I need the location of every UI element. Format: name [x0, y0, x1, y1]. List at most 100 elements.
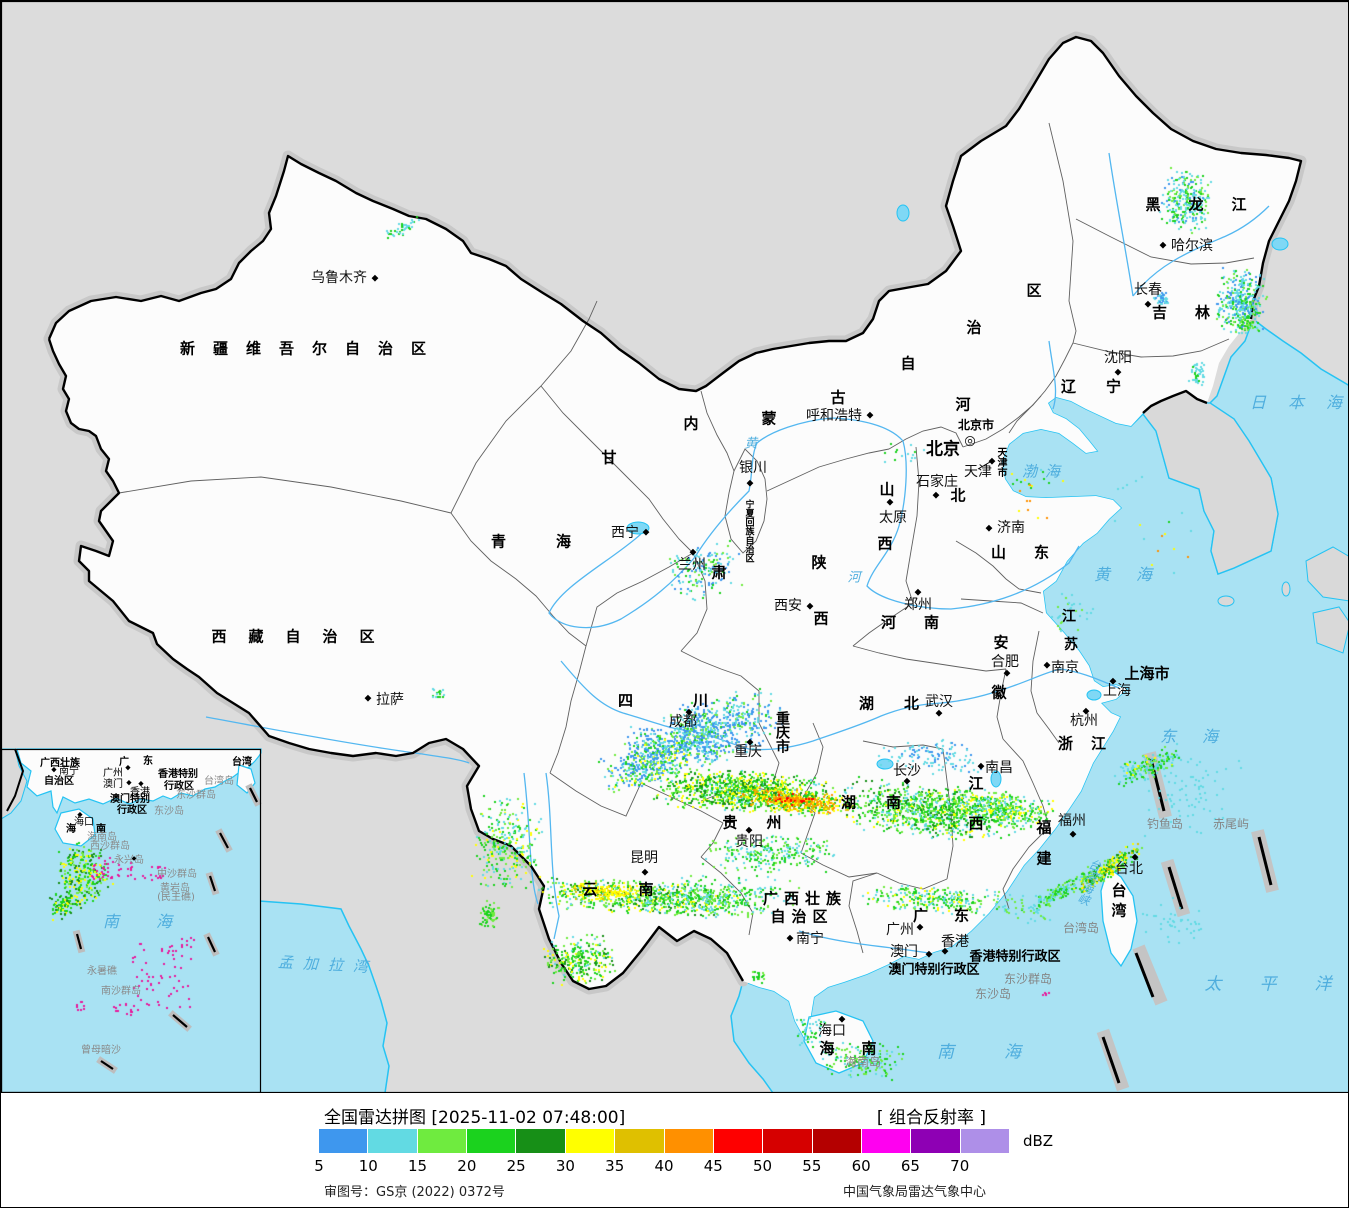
- inset-island-label: 南沙群岛: [101, 986, 141, 997]
- sea-label: 东海: [1159, 727, 1245, 746]
- legend-color-cell: [960, 1129, 1010, 1153]
- province-label: 湖北: [858, 694, 950, 713]
- city-marker-icon: ◆: [1003, 668, 1011, 679]
- radar-echo-layer: [1, 1, 1348, 1093]
- legend-color-cell: [417, 1129, 467, 1153]
- city-label: 西安: [774, 598, 802, 614]
- city-label: 上海: [1103, 683, 1131, 699]
- city-label: 长沙: [893, 763, 921, 779]
- legend-panel: 全国雷达拼图 [2025-11-02 07:48:00] [ 组合反射率 ] 5…: [1, 1093, 1348, 1207]
- inset-islet-marker-icon: ◆: [131, 855, 137, 862]
- province-label: 蒙: [761, 409, 777, 428]
- inset-island-label: 中沙群岛: [157, 869, 197, 880]
- city-label: 成都: [669, 714, 697, 730]
- city-label: 南宁: [796, 931, 824, 947]
- city-marker-icon: ◆: [746, 737, 754, 748]
- inset-island-label: 东沙群岛: [176, 790, 216, 801]
- city-label: 广州: [886, 922, 914, 938]
- inset-city-label: 南宁: [59, 766, 79, 777]
- island-label: 东沙岛: [974, 987, 1012, 1001]
- legend-color-cell: [368, 1129, 417, 1153]
- province-label: 苏: [1064, 637, 1078, 653]
- province-label: 山东: [990, 543, 1078, 562]
- city-label: 乌鲁木齐: [311, 270, 367, 286]
- capital-beijing-icon: ◎: [964, 433, 976, 449]
- city-marker-icon: ◆: [985, 523, 993, 534]
- inset-label: 香港特别: [158, 769, 198, 780]
- inset-label: 南: [96, 824, 106, 835]
- province-label: 台: [1111, 881, 1127, 900]
- legend-tick: 10: [358, 1157, 378, 1175]
- inset-island-label: 永暑礁: [87, 966, 117, 977]
- inset-label: 台湾: [232, 757, 252, 768]
- city-marker-icon: ◆: [685, 707, 693, 718]
- city-marker-icon: ◆: [689, 547, 697, 558]
- sea-label: 黄: [744, 436, 758, 452]
- city-marker-icon: ◆: [977, 761, 985, 772]
- legend-color-cell: [319, 1129, 368, 1153]
- city-marker-icon: ◆: [988, 456, 996, 467]
- inset-city-label: 澳门: [103, 779, 123, 790]
- city-marker-icon: ◆: [1159, 240, 1167, 251]
- province-label: 重庆市: [774, 711, 790, 753]
- legend-color-cell: [861, 1129, 911, 1153]
- province-label: 黑龙江: [1145, 195, 1275, 214]
- inset-label: 海: [66, 824, 76, 835]
- inset-island-label: 黄岩岛: [160, 883, 190, 894]
- province-label: 河: [955, 395, 971, 414]
- inset-label: 澳门特别: [110, 794, 150, 805]
- city-label: 石家庄: [916, 474, 958, 490]
- inset-island-label: 永兴岛: [114, 855, 144, 866]
- province-label: 澳门特别行政区: [888, 962, 980, 978]
- city-marker-icon: ◆: [866, 410, 874, 421]
- city-marker-icon: ◆: [746, 478, 754, 489]
- city-marker-icon: ◆: [935, 708, 943, 719]
- sea-label: 渤海: [1021, 462, 1069, 481]
- legend-approval: 审图号：GS京 (2022) 0372号: [324, 1185, 505, 1200]
- province-label: 北京市: [957, 418, 995, 432]
- sea-label: 孟加拉湾: [277, 953, 379, 977]
- island-label: 钓鱼岛: [1146, 817, 1184, 831]
- inset-sea-label: 南: [102, 912, 120, 931]
- city-label: 银川: [739, 460, 767, 476]
- province-label: 广西壮族: [762, 889, 848, 908]
- province-label: 湖南: [840, 793, 932, 812]
- city-marker-icon: ◆: [1144, 299, 1152, 310]
- province-label: 江: [968, 774, 984, 793]
- province-label: 吉林: [1151, 303, 1239, 322]
- inset-label: 广西壮族: [40, 758, 80, 769]
- legend-tick: 65: [900, 1157, 920, 1175]
- city-marker-icon: ◆: [1109, 676, 1117, 687]
- province-label: 治: [966, 318, 982, 337]
- inset-island-label: 东沙岛: [154, 806, 184, 817]
- city-marker-icon: ◆: [1082, 706, 1090, 717]
- legend-credit: 中国气象局雷达气象中心: [842, 1185, 986, 1200]
- inset-city-label: 广州: [103, 768, 123, 779]
- city-label: 郑州: [904, 597, 932, 613]
- city-label: 台北: [1115, 861, 1143, 877]
- city-label: 合肥: [991, 654, 1019, 670]
- inset-city-label: 海口: [74, 817, 94, 828]
- city-label: 太原: [879, 510, 907, 526]
- province-label: 贵州: [722, 813, 811, 832]
- city-label: 西宁: [611, 525, 639, 541]
- province-label: 湾: [1111, 901, 1127, 920]
- inset-city-marker-icon: ◆: [125, 763, 131, 772]
- legend-tick: 15: [408, 1157, 428, 1175]
- province-label: 香港特别行政区: [969, 949, 1061, 965]
- inset-island-label: 西沙群岛: [90, 841, 130, 852]
- legend-color-cell: [911, 1129, 960, 1153]
- inset-island-label: 曾母暗沙: [81, 1045, 121, 1056]
- legend-tick: 35: [605, 1157, 625, 1175]
- legend-colorbar: [319, 1129, 1010, 1153]
- inset-label: 东: [143, 756, 153, 767]
- inset-city-marker-icon: ◆: [77, 810, 83, 819]
- city-marker-icon: ◆: [1069, 829, 1077, 840]
- legend-color-cell: [664, 1129, 713, 1153]
- sea-label: 台湾海峡: [1074, 857, 1104, 907]
- province-label: 建: [1036, 849, 1052, 868]
- city-marker-icon: ◆: [925, 949, 933, 960]
- legend-tick: 5: [314, 1157, 324, 1175]
- province-label: 安: [993, 633, 1009, 652]
